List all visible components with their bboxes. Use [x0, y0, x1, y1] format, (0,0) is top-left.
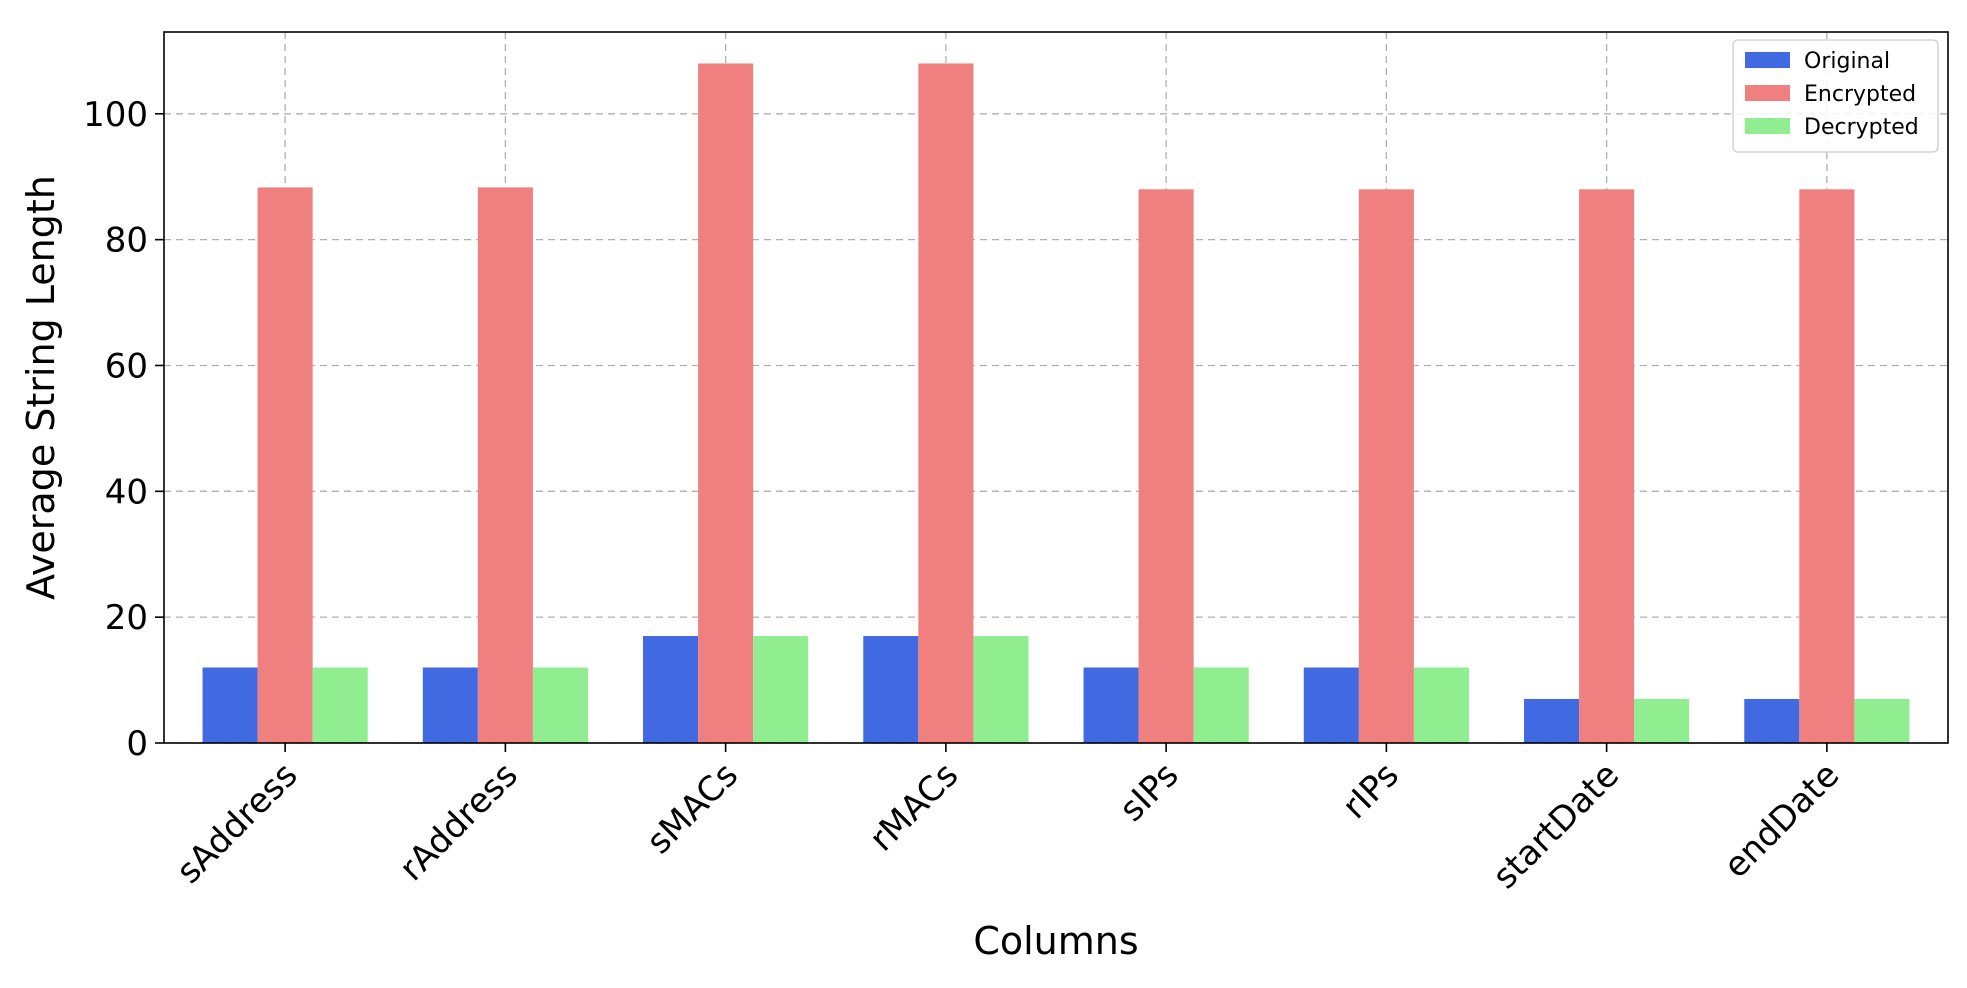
- bar-decrypted-sAddress: [312, 667, 368, 743]
- bar-decrypted-sIPs: [1193, 667, 1249, 743]
- x-tick-label-sMACs: sMACs: [639, 755, 746, 862]
- legend-label-encrypted: Encrypted: [1804, 82, 1916, 107]
- y-axis: 0 20 40 60 80 100: [83, 95, 164, 764]
- legend-swatch-encrypted: [1745, 85, 1790, 101]
- x-tick-label-endDate: endDate: [1716, 755, 1847, 886]
- bar-encrypted-sIPs: [1138, 189, 1194, 743]
- y-tick-label: 20: [105, 598, 148, 638]
- legend-label-original: Original: [1804, 49, 1890, 74]
- bar-encrypted-rMACs: [918, 63, 974, 743]
- bar-encrypted-sMACs: [698, 63, 754, 743]
- bar-decrypted-rMACs: [973, 636, 1029, 743]
- bar-encrypted-rAddress: [477, 187, 533, 743]
- bars: [202, 63, 1910, 743]
- legend: Original Encrypted Decrypted: [1732, 39, 1939, 153]
- y-tick-label: 0: [126, 724, 148, 764]
- bar-decrypted-endDate: [1854, 698, 1910, 743]
- bar-original-endDate: [1744, 698, 1800, 743]
- bar-original-sAddress: [202, 667, 258, 743]
- x-tick-label-rIPs: rIPs: [1335, 755, 1407, 827]
- x-tick-label-sAddress: sAddress: [169, 755, 306, 892]
- x-tick-label-rAddress: rAddress: [392, 755, 526, 889]
- x-tick-label-startDate: startDate: [1485, 755, 1627, 897]
- bar-original-rMACs: [863, 636, 919, 743]
- bar-decrypted-sMACs: [753, 636, 809, 743]
- legend-swatch-decrypted: [1745, 118, 1790, 134]
- bar-encrypted-rIPs: [1358, 189, 1414, 743]
- x-tick-label-sIPs: sIPs: [1112, 755, 1187, 830]
- bar-decrypted-rIPs: [1413, 667, 1469, 743]
- y-tick-label: 80: [105, 221, 148, 261]
- y-tick-label: 60: [105, 346, 148, 386]
- y-tick-label: 40: [105, 472, 148, 512]
- x-axis-label: Columns: [973, 919, 1138, 963]
- bar-original-sMACs: [643, 636, 699, 743]
- bar-decrypted-startDate: [1634, 698, 1690, 743]
- x-tick-label-rMACs: rMACs: [862, 755, 966, 859]
- grid: [164, 32, 1948, 744]
- bar-encrypted-sAddress: [257, 187, 313, 743]
- legend-label-decrypted: Decrypted: [1804, 115, 1919, 140]
- bar-original-rIPs: [1303, 667, 1359, 743]
- x-axis: sAddress rAddress sMACs rMACs sIPs rIPs startD…: [169, 743, 1847, 897]
- bar-encrypted-endDate: [1799, 189, 1855, 743]
- plot-area-frame: [163, 31, 1949, 744]
- y-tick-label: 100: [83, 95, 148, 135]
- bar-original-startDate: [1524, 698, 1580, 743]
- y-axis-label: Average String Length: [19, 175, 63, 600]
- legend-swatch-original: [1745, 52, 1790, 68]
- bar-original-rAddress: [422, 667, 478, 743]
- bar-original-sIPs: [1083, 667, 1139, 743]
- bar-encrypted-startDate: [1579, 189, 1635, 743]
- bar-decrypted-rAddress: [532, 667, 588, 743]
